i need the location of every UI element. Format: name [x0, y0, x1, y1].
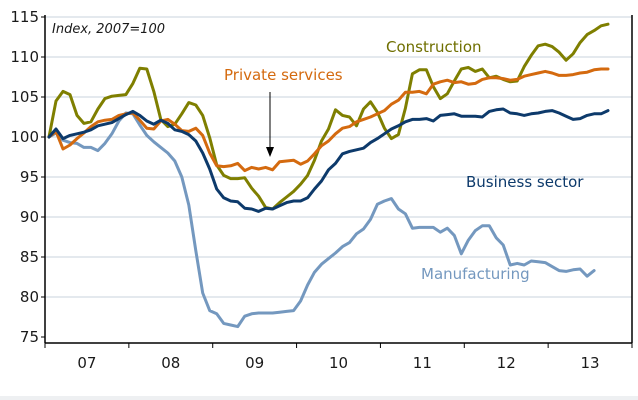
series-line-private-services: [47, 67, 610, 173]
gridlines: [45, 16, 632, 298]
y-tick-label: 85: [20, 248, 39, 266]
series-lines: [47, 22, 610, 329]
y-tick-label: 110: [10, 48, 39, 66]
x-tick-label: 13: [581, 354, 600, 372]
y-tick-label: 95: [20, 168, 39, 186]
y-tick-label: 100: [10, 128, 39, 146]
y-tick-label: 105: [10, 88, 39, 106]
x-tick-label: 10: [329, 354, 348, 372]
x-tick-label: 09: [245, 354, 264, 372]
series-line-manufacturing: [47, 111, 596, 329]
series-line-construction: [47, 22, 610, 211]
y-tick-label: 80: [20, 288, 39, 306]
series-label-construction: Construction: [386, 38, 482, 56]
bottom-strip: [0, 396, 638, 400]
y-tick-label: 115: [10, 8, 39, 26]
series-label-business-sector: Business sector: [466, 173, 584, 191]
y-tick-label: 90: [20, 208, 39, 226]
annotation-arrow: [266, 92, 274, 157]
y-tick-label: 75: [20, 328, 39, 346]
series-line-business-sector: [47, 107, 610, 213]
series-label-manufacturing: Manufacturing: [421, 265, 530, 283]
x-tick-label: 08: [161, 354, 180, 372]
series-label-private-services: Private services: [224, 66, 343, 84]
x-tick-label: 07: [77, 354, 96, 372]
arrow-head: [266, 147, 274, 157]
chart-subtitle: Index, 2007=100: [52, 22, 165, 37]
tick-labels: 75 80 85 90 95 100 105 110 115 07 08 09 10 11 12 13: [10, 8, 599, 372]
axes: [41, 15, 633, 348]
x-tick-label: 11: [413, 354, 432, 372]
x-tick-label: 12: [497, 354, 516, 372]
